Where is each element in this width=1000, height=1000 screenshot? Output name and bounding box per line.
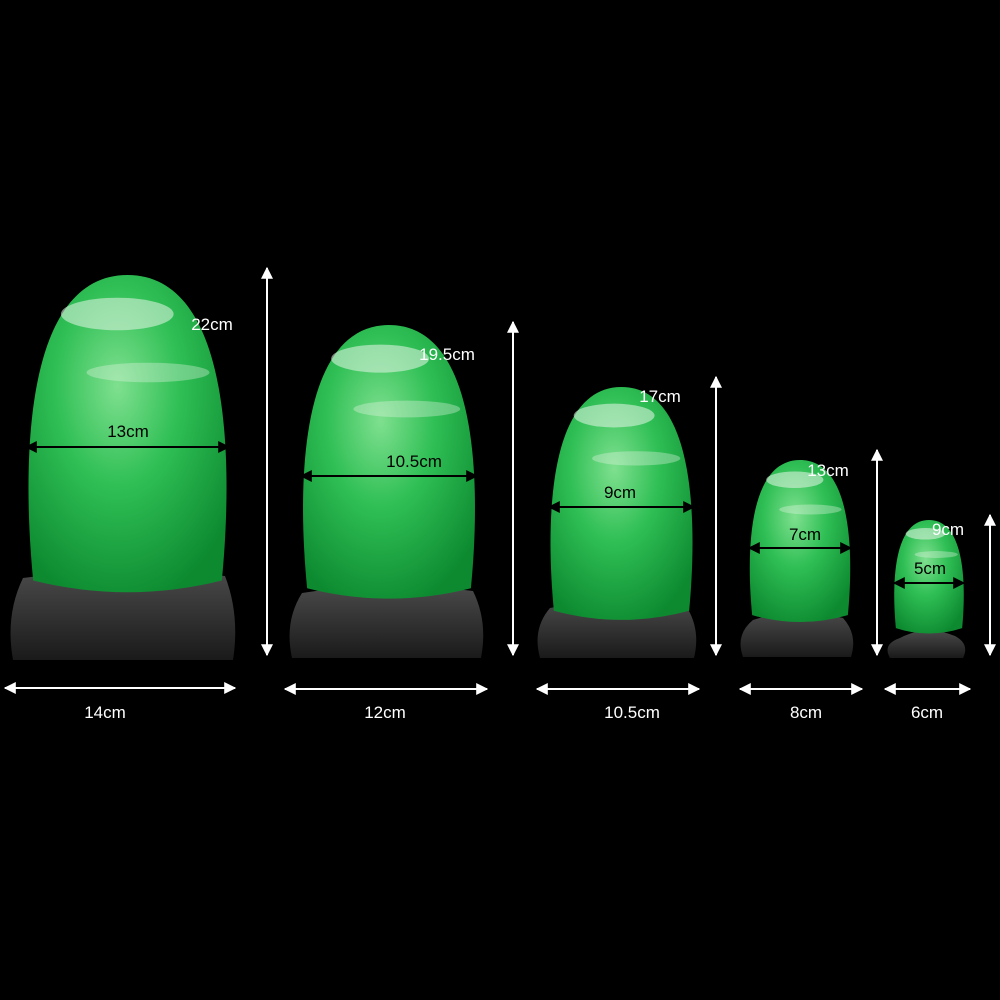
height-label: 9cm: [932, 520, 964, 539]
egg-swirl: [353, 400, 461, 418]
product-3: 17cm 9cm 10.5cm: [535, 375, 722, 722]
green-egg: [303, 325, 475, 599]
product-1: 22cm 13cm 14cm: [3, 266, 273, 722]
egg-highlight: [331, 344, 430, 373]
base-width-label: 14cm: [84, 703, 126, 722]
egg-highlight: [905, 528, 946, 540]
rock-base: [887, 630, 966, 658]
product-2: 19.5cm 10.5cm 12cm: [283, 320, 519, 722]
rock-base: [289, 585, 484, 658]
base-width-label: 8cm: [790, 703, 822, 722]
green-egg: [894, 520, 964, 634]
egg-width-label: 5cm: [914, 559, 946, 578]
base-width-label: 10.5cm: [604, 703, 660, 722]
egg-swirl: [914, 551, 958, 558]
height-label: 19.5cm: [419, 345, 475, 364]
egg-highlight: [60, 297, 174, 331]
egg-highlight: [766, 471, 824, 489]
base-width-label: 6cm: [911, 703, 943, 722]
rock-base: [740, 612, 854, 657]
egg-highlight: [573, 403, 655, 428]
egg-width-label: 10.5cm: [386, 452, 442, 471]
egg-swirl: [86, 362, 210, 383]
product-5: 9cm 5cm 6cm: [883, 513, 996, 722]
base-width-label: 12cm: [364, 703, 406, 722]
height-label: 22cm: [191, 315, 233, 334]
rock-base: [10, 570, 236, 660]
height-label: 13cm: [807, 461, 849, 480]
egg-width-label: 9cm: [604, 483, 636, 502]
height-label: 17cm: [639, 387, 681, 406]
green-egg: [749, 460, 851, 623]
green-egg: [28, 275, 227, 593]
egg-swirl: [592, 451, 681, 466]
egg-swirl: [779, 504, 842, 515]
egg-width-label: 7cm: [789, 525, 821, 544]
product-4: 13cm 7cm 8cm: [738, 448, 883, 722]
egg-width-label: 13cm: [107, 422, 149, 441]
